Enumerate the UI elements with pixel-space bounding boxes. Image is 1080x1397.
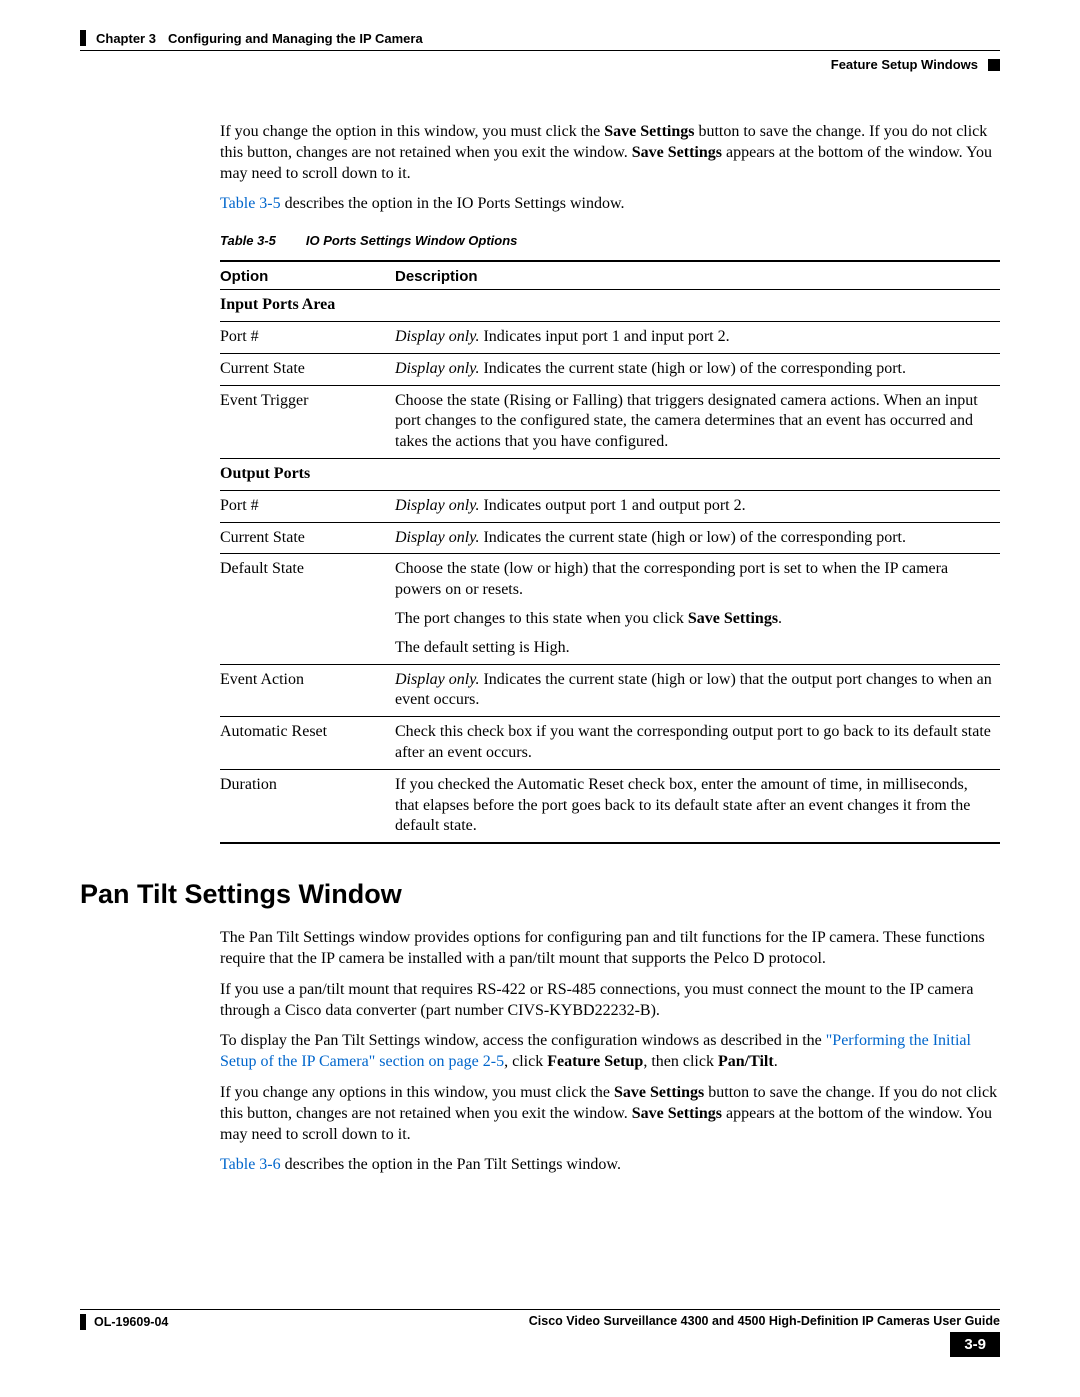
- footer-marker: [80, 1314, 86, 1330]
- table-row: Automatic Reset Check this check box if …: [220, 717, 1000, 770]
- chapter-label: Chapter 3: [96, 31, 156, 46]
- table-row: Current State Display only. Indicates th…: [220, 522, 1000, 554]
- col-header-description: Description: [395, 261, 1000, 290]
- intro-paragraph-1: If you change the option in this window,…: [220, 122, 1000, 184]
- doc-id: OL-19609-04: [94, 1315, 168, 1329]
- section-para-4: If you change any options in this window…: [220, 1083, 1000, 1145]
- table-section-input: Input Ports Area: [220, 290, 1000, 322]
- table-caption: Table 3-5IO Ports Settings Window Option…: [220, 233, 1000, 248]
- table-row: Port # Display only. Indicates output po…: [220, 490, 1000, 522]
- table-row: Event Trigger Choose the state (Rising o…: [220, 385, 1000, 458]
- intro-paragraph-2: Table 3-5 describes the option in the IO…: [220, 194, 1000, 215]
- section-title: Feature Setup Windows: [831, 57, 978, 72]
- section-para-3: To display the Pan Tilt Settings window,…: [220, 1031, 1000, 1073]
- table-ref-link[interactable]: Table 3-6: [220, 1156, 281, 1173]
- section-marker: [988, 59, 1000, 71]
- table-row: Port # Display only. Indicates input por…: [220, 321, 1000, 353]
- table-section-output: Output Ports: [220, 458, 1000, 490]
- table-ref-link[interactable]: Table 3-5: [220, 195, 281, 212]
- table-row: Current State Display only. Indicates th…: [220, 353, 1000, 385]
- page-number: 3-9: [950, 1332, 1000, 1357]
- table-row: Event Action Display only. Indicates the…: [220, 664, 1000, 717]
- page-header: Chapter 3 Configuring and Managing the I…: [80, 30, 1000, 46]
- section-para-1: The Pan Tilt Settings window provides op…: [220, 928, 1000, 970]
- section-heading: Pan Tilt Settings Window: [80, 879, 1000, 910]
- col-header-option: Option: [220, 261, 395, 290]
- section-para-2: If you use a pan/tilt mount that require…: [220, 980, 1000, 1022]
- footer-rule: [80, 1309, 1000, 1310]
- table-row: Default State Choose the state (low or h…: [220, 554, 1000, 664]
- io-ports-table: Option Description Input Ports Area Port…: [220, 260, 1000, 844]
- table-row: Duration If you checked the Automatic Re…: [220, 769, 1000, 843]
- header-rule: [80, 50, 1000, 51]
- chapter-title: Configuring and Managing the IP Camera: [168, 31, 423, 46]
- section-header: Feature Setup Windows: [80, 57, 1000, 72]
- guide-title: Cisco Video Surveillance 4300 and 4500 H…: [529, 1314, 1000, 1328]
- header-marker: [80, 30, 86, 46]
- page-footer: OL-19609-04 Cisco Video Surveillance 430…: [80, 1309, 1000, 1357]
- section-para-5: Table 3-6 describes the option in the Pa…: [220, 1155, 1000, 1176]
